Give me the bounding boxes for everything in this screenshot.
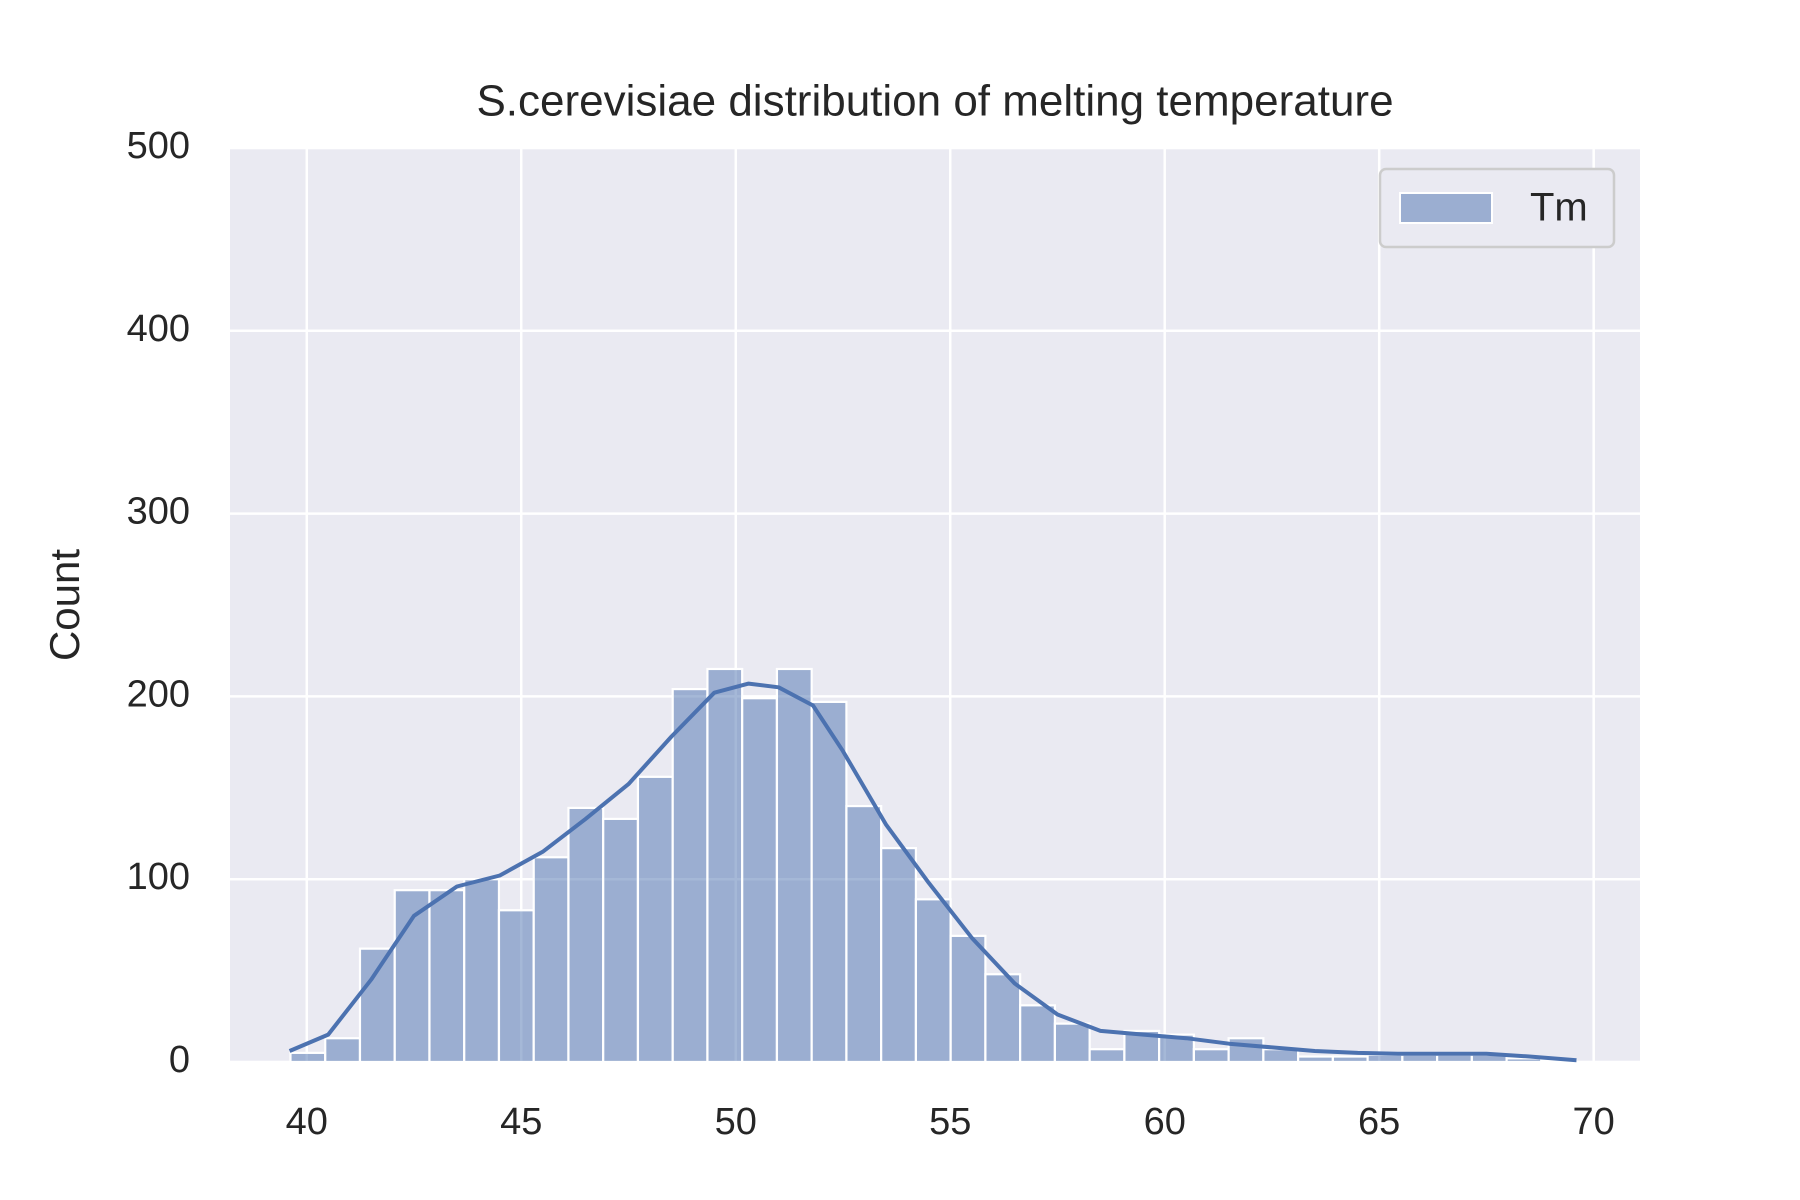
legend-box — [1378, 167, 1616, 249]
bar — [984, 973, 1022, 1064]
bar — [1088, 1048, 1126, 1064]
kde-line — [288, 681, 1577, 1063]
bar — [463, 878, 501, 1064]
x-tick-label: 50 — [715, 1101, 757, 1143]
bar — [1053, 1022, 1091, 1064]
bar — [880, 847, 918, 1064]
y-tick-label: 0 — [169, 1039, 190, 1081]
bar — [636, 775, 674, 1064]
bar — [949, 934, 987, 1064]
bar — [1019, 1004, 1056, 1064]
bar — [671, 687, 709, 1064]
legend-swatch — [1399, 192, 1493, 224]
bar — [1192, 1048, 1230, 1064]
bar — [706, 667, 744, 1064]
x-tick-label: 55 — [929, 1101, 971, 1143]
chart-title: S.cerevisiae distribution of melting tem… — [476, 77, 1393, 126]
y-tick-label: 100 — [127, 856, 190, 898]
bar — [324, 1037, 362, 1064]
bar — [289, 1051, 327, 1064]
x-tick-label: 40 — [286, 1101, 328, 1143]
y-axis-label: Count — [41, 549, 88, 661]
bar — [428, 889, 466, 1064]
bar — [1227, 1037, 1265, 1064]
bar — [567, 806, 605, 1064]
x-tick-label: 45 — [500, 1101, 542, 1143]
bar — [358, 947, 396, 1064]
bar — [497, 909, 535, 1064]
bar — [602, 817, 640, 1064]
x-tick-label: 65 — [1358, 1101, 1400, 1143]
bar — [914, 898, 952, 1064]
bar — [1331, 1055, 1369, 1064]
bar — [741, 697, 779, 1064]
y-tick-label: 400 — [127, 308, 190, 350]
bar — [810, 700, 848, 1064]
bar — [775, 667, 813, 1064]
legend-label: Tm — [1530, 186, 1588, 230]
y-tick-label: 200 — [127, 673, 190, 715]
bar — [532, 856, 570, 1064]
y-tick-label: 500 — [127, 125, 190, 167]
x-tick-label: 70 — [1573, 1101, 1615, 1143]
bar — [1297, 1055, 1334, 1064]
bar — [393, 889, 431, 1064]
x-tick-label: 60 — [1144, 1101, 1186, 1143]
y-tick-label: 300 — [127, 491, 190, 533]
bar — [845, 804, 883, 1064]
bar — [1366, 1053, 1404, 1064]
